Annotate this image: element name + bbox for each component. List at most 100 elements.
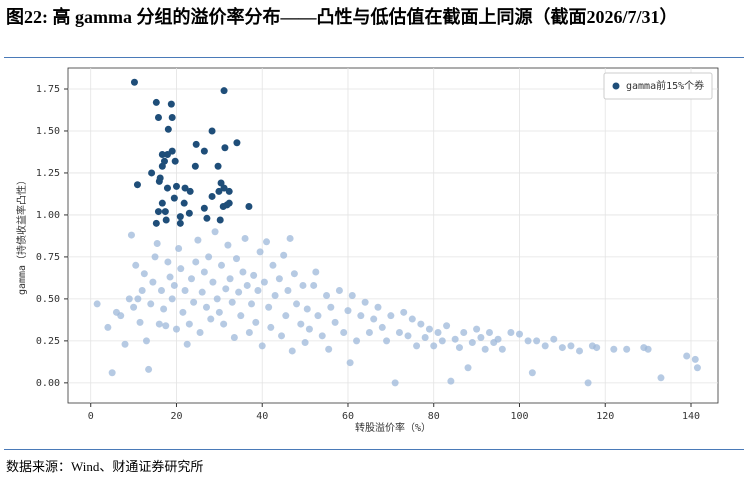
scatter-point	[421, 334, 429, 342]
scatter-point	[104, 323, 112, 331]
scatter-point	[323, 292, 331, 300]
scatter-point	[346, 359, 354, 367]
scatter-point	[172, 182, 180, 190]
x-tick-label: 120	[596, 411, 614, 422]
scatter-point	[400, 308, 408, 316]
scatter-point	[142, 337, 150, 345]
scatter-point	[172, 325, 180, 333]
scatter-point	[191, 162, 199, 170]
scatter-point	[254, 286, 262, 294]
scatter-point	[693, 364, 701, 372]
scatter-point	[447, 377, 455, 385]
scatter-point	[170, 281, 178, 289]
scatter-point	[214, 162, 222, 170]
scatter-point	[154, 114, 162, 122]
scatter-point	[494, 335, 502, 343]
scatter-point	[460, 328, 468, 336]
scatter-point	[147, 300, 155, 308]
scatter-point	[148, 169, 156, 177]
scatter-point	[220, 320, 228, 328]
scatter-point	[130, 78, 138, 86]
scatter-point	[164, 258, 172, 266]
scatter-point	[286, 234, 294, 242]
scatter-point	[370, 315, 378, 323]
scatter-point	[185, 320, 193, 328]
scatter-point	[250, 271, 258, 279]
scatter-point	[293, 300, 301, 308]
x-tick-label: 40	[256, 411, 268, 422]
scatter-point	[357, 312, 365, 320]
scatter-point	[164, 125, 172, 133]
scatter-point	[558, 344, 566, 352]
scatter-point	[290, 270, 298, 278]
scatter-point	[225, 187, 233, 195]
legend-box	[603, 72, 713, 100]
scatter-point	[185, 209, 193, 217]
y-tick-label: 0.50	[36, 294, 60, 305]
source-note: 数据来源：Wind、财通证券研究所	[6, 459, 204, 474]
scatter-point	[434, 328, 442, 336]
scatter-point	[340, 328, 348, 336]
y-tick-label: 1.00	[36, 210, 60, 221]
x-tick-label: 0	[88, 411, 94, 422]
scatter-point	[205, 253, 213, 261]
scatter-point	[151, 253, 159, 261]
scatter-point	[222, 285, 230, 293]
scatter-point	[154, 208, 162, 216]
scatter-point	[177, 265, 185, 273]
scatter-point	[190, 298, 198, 306]
scatter-point	[284, 286, 292, 294]
scatter-point	[176, 213, 184, 221]
scatter-point	[361, 298, 369, 306]
scatter-point	[576, 347, 584, 355]
x-axis-label: 转股溢价率（%）	[355, 421, 431, 434]
scatter-point	[451, 335, 459, 343]
scatter-point	[179, 308, 187, 316]
scatter-point	[221, 144, 229, 152]
scatter-point	[278, 332, 286, 340]
scatter-point	[233, 255, 241, 263]
y-tick-label: 1.25	[36, 168, 60, 179]
scatter-point	[187, 275, 195, 283]
scatter-point	[318, 332, 326, 340]
scatter-point	[256, 248, 264, 256]
scatter-point	[152, 219, 160, 227]
scatter-point	[152, 98, 160, 106]
scatter-point	[194, 236, 202, 244]
scatter-point	[216, 216, 224, 224]
scatter-point	[413, 342, 421, 350]
scatter-point	[245, 203, 253, 211]
scatter-point	[498, 345, 506, 353]
scatter-point	[383, 337, 391, 345]
scatter-point	[220, 184, 228, 192]
scatter-point	[215, 187, 223, 195]
scatter-point	[473, 325, 481, 333]
scatter-point	[161, 208, 169, 216]
scatter-point	[269, 261, 277, 269]
scatter-point	[217, 179, 225, 187]
scatter-point	[209, 278, 217, 286]
scatter-point	[391, 379, 399, 387]
scatter-point	[481, 345, 489, 353]
scatter-point	[223, 201, 231, 209]
scatter-point	[163, 184, 171, 192]
scatter-point	[312, 268, 320, 276]
scatter-point	[387, 312, 395, 320]
scatter-point	[132, 261, 140, 269]
scatter-point	[215, 308, 223, 316]
scatter-point	[691, 355, 699, 363]
scatter-point	[245, 328, 253, 336]
scatter-point	[265, 303, 273, 311]
scatter-point	[507, 328, 515, 336]
scatter-point	[158, 150, 166, 158]
scatter-point	[567, 342, 575, 350]
scatter-point	[170, 194, 178, 202]
scatter-point	[299, 281, 307, 289]
scatter-point	[200, 268, 208, 276]
scatter-point	[683, 352, 691, 360]
scatter-point	[224, 241, 232, 249]
scatter-point	[133, 181, 141, 189]
scatter-point	[171, 157, 179, 165]
scatter-point	[260, 278, 268, 286]
chart: 转股溢价率（%） gamma（持债收益率凸性） 0.00 0.25 0.50 0.75…	[15, 67, 719, 434]
